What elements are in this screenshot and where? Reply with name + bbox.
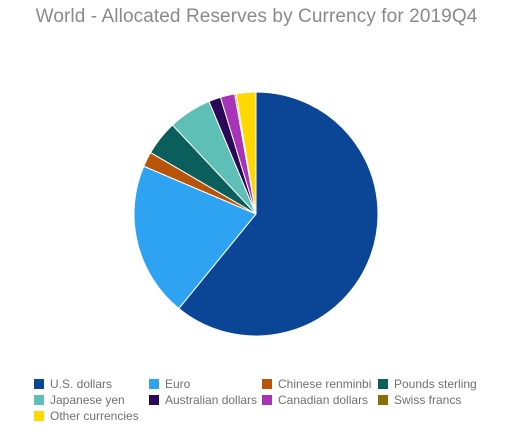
legend-swatch — [149, 379, 159, 389]
pie-slice-other-currencies[interactable] — [235, 91, 257, 215]
legend-item-australian-dollars[interactable]: Australian dollars — [149, 392, 262, 408]
legend-label: Canadian dollars — [278, 393, 369, 407]
legend-label: Euro — [165, 377, 191, 391]
legend-item-pounds-sterling[interactable]: Pounds sterling — [378, 376, 498, 392]
legend-swatch — [34, 379, 44, 389]
legend-swatch — [378, 395, 388, 405]
legend-swatch — [149, 395, 159, 405]
legend-swatch — [262, 395, 272, 405]
legend-swatch — [378, 379, 388, 389]
legend-item-other-currencies[interactable]: Other currencies — [34, 408, 149, 424]
legend-label: Japanese yen — [50, 393, 125, 407]
legend-item-japanese-yen[interactable]: Japanese yen — [34, 392, 149, 408]
legend-item-swiss-francs[interactable]: Swiss francs — [378, 392, 498, 408]
legend-item-euro[interactable]: Euro — [149, 376, 262, 392]
legend-label: Swiss francs — [394, 393, 462, 407]
legend-label: U.S. dollars — [50, 377, 113, 391]
legend-item-chinese-renminbi[interactable]: Chinese renminbi — [262, 376, 378, 392]
legend-item-u-s-dollars[interactable]: U.S. dollars — [34, 376, 149, 392]
legend-label: Pounds sterling — [394, 377, 477, 391]
legend-item-canadian-dollars[interactable]: Canadian dollars — [262, 392, 378, 408]
chart-title: World - Allocated Reserves by Currency f… — [35, 6, 478, 27]
legend-label: Chinese renminbi — [278, 377, 372, 391]
legend-label: Other currencies — [50, 409, 139, 423]
legend-swatch — [262, 379, 272, 389]
pie-slice-u-s-dollars[interactable] — [178, 91, 379, 337]
legend-swatch — [34, 395, 44, 405]
legend-swatch — [34, 411, 44, 421]
pie-slice-euro[interactable] — [133, 165, 257, 310]
chart-legend: U.S. dollars Euro Chinese renminbi Pounds s… — [34, 376, 504, 424]
legend-label: Australian dollars — [165, 393, 258, 407]
